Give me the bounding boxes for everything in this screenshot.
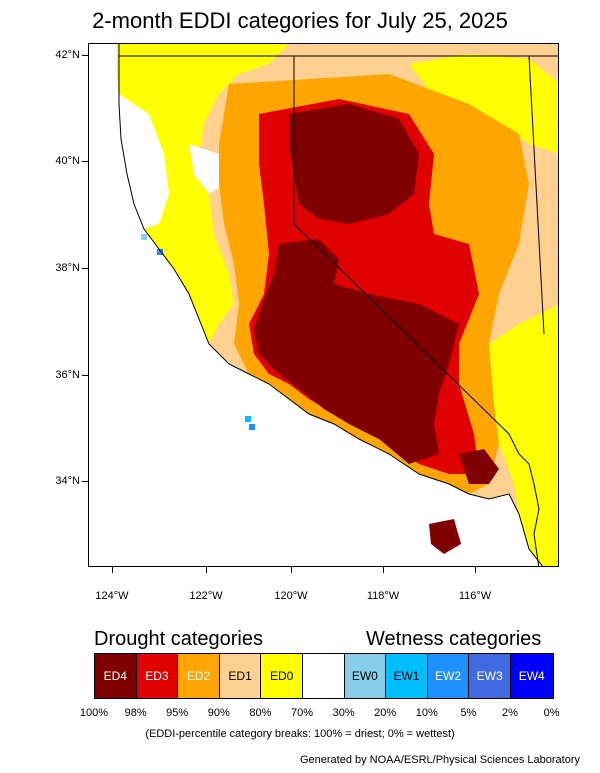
lat-tick bbox=[82, 268, 88, 269]
lat-tick bbox=[82, 481, 88, 482]
legend-box-ed0: ED0 bbox=[261, 654, 303, 698]
break-label: 70% bbox=[290, 707, 314, 719]
break-label: 10% bbox=[415, 707, 438, 719]
wetness-heading: Wetness categories bbox=[366, 628, 542, 650]
ed0-east-region bbox=[489, 304, 558, 566]
eddi-map bbox=[88, 43, 559, 567]
lon-tick bbox=[291, 567, 292, 573]
legend-box-ed4: ED4 bbox=[95, 654, 137, 698]
legend-box-ew3: EW3 bbox=[469, 654, 511, 698]
break-label: 80% bbox=[249, 707, 272, 719]
ed4-se-region bbox=[429, 519, 461, 554]
neutral-region bbox=[119, 94, 169, 229]
legend-box-ew0: EW0 bbox=[344, 654, 387, 698]
state-border bbox=[528, 55, 545, 335]
break-label: 30% bbox=[332, 707, 355, 719]
lon-label-124: 124°W bbox=[95, 590, 129, 602]
legend-box-ew1: EW1 bbox=[386, 654, 428, 698]
eddi-map-svg bbox=[89, 44, 558, 566]
legend-box-ed1: ED1 bbox=[219, 654, 262, 698]
lat-tick bbox=[82, 55, 88, 56]
lat-label-38: 38°N bbox=[55, 262, 80, 274]
legend-bar: ED4 ED3 ED2 ED1 ED0 EW0 EW1 EW2 EW3 EW4 bbox=[94, 653, 554, 699]
break-label: 90% bbox=[207, 707, 230, 719]
ew2-cell bbox=[157, 249, 163, 255]
neutral-region bbox=[189, 144, 224, 194]
lat-tick bbox=[82, 161, 88, 162]
credit-line: Generated by NOAA/ESRL/Physical Sciences… bbox=[299, 754, 580, 766]
lat-label-42: 42°N bbox=[55, 49, 80, 61]
break-label: 95% bbox=[166, 707, 189, 719]
break-label: 100% bbox=[79, 707, 109, 719]
ew2-cell bbox=[249, 424, 255, 430]
lat-label-36: 36°N bbox=[55, 369, 80, 381]
lon-tick bbox=[112, 567, 113, 573]
coastline bbox=[118, 44, 544, 566]
legend-note: (EDDI-percentile category breaks: 100% =… bbox=[145, 728, 455, 740]
legend-box-neutral bbox=[302, 654, 345, 698]
lon-label-116: 116°W bbox=[458, 590, 492, 602]
ed4-south-region bbox=[254, 239, 459, 464]
ed4-north-region bbox=[289, 104, 419, 224]
legend-box-ew4: EW4 bbox=[510, 654, 553, 698]
break-label: 5% bbox=[460, 707, 477, 719]
lat-tick bbox=[82, 375, 88, 376]
map-title: 2-month EDDI categories for July 25, 202… bbox=[92, 8, 508, 33]
lon-label-120: 120°W bbox=[274, 590, 308, 602]
lat-label-40: 40°N bbox=[55, 155, 80, 167]
drought-heading: Drought categories bbox=[94, 628, 263, 650]
break-label: 98% bbox=[124, 707, 147, 719]
ew1-cell bbox=[141, 234, 147, 240]
lon-label-118: 118°W bbox=[366, 590, 400, 602]
ew1-cell bbox=[245, 416, 251, 422]
lon-tick bbox=[383, 567, 384, 573]
break-label: 2% bbox=[502, 707, 518, 719]
break-label: 20% bbox=[374, 707, 397, 719]
break-label: 0% bbox=[543, 707, 560, 719]
lon-tick bbox=[206, 567, 207, 573]
ed4-se-region bbox=[459, 449, 499, 484]
state-border bbox=[293, 223, 510, 435]
state-border bbox=[508, 433, 540, 566]
legend-box-ed2: ED2 bbox=[178, 654, 220, 698]
ed0-ne-region bbox=[409, 54, 558, 154]
legend-box-ew2: EW2 bbox=[427, 654, 470, 698]
ed0-region bbox=[117, 44, 289, 344]
legend-box-ed3: ED3 bbox=[136, 654, 179, 698]
lat-label-34: 34°N bbox=[55, 475, 80, 487]
lon-label-122: 122°W bbox=[189, 590, 223, 602]
lon-tick bbox=[475, 567, 476, 573]
